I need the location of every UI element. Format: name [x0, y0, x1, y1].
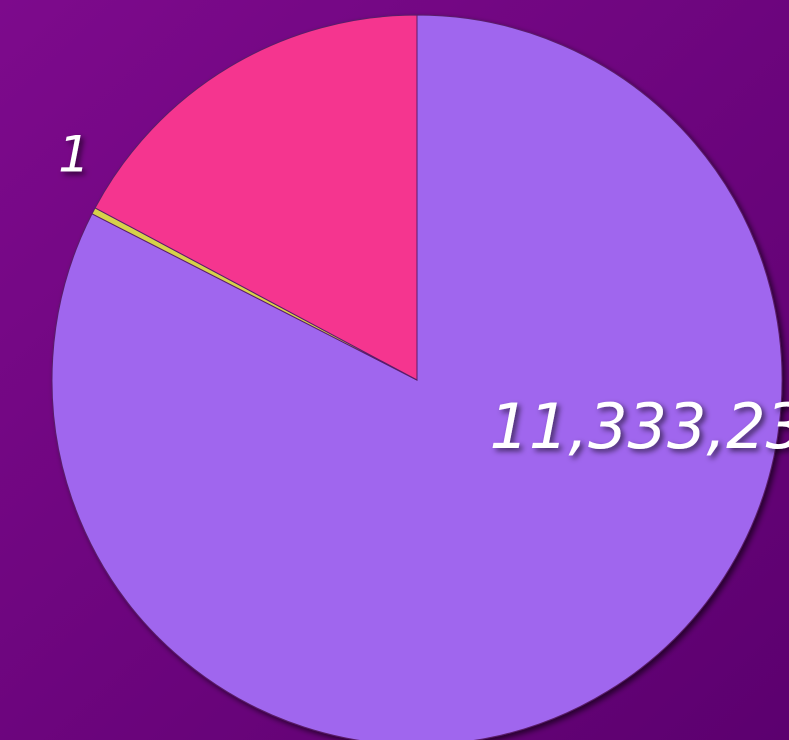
annotation: 1	[58, 126, 90, 184]
pie-slice	[94, 14, 418, 381]
data-label: 11,333,233	[489, 390, 789, 463]
pie	[51, 14, 783, 740]
